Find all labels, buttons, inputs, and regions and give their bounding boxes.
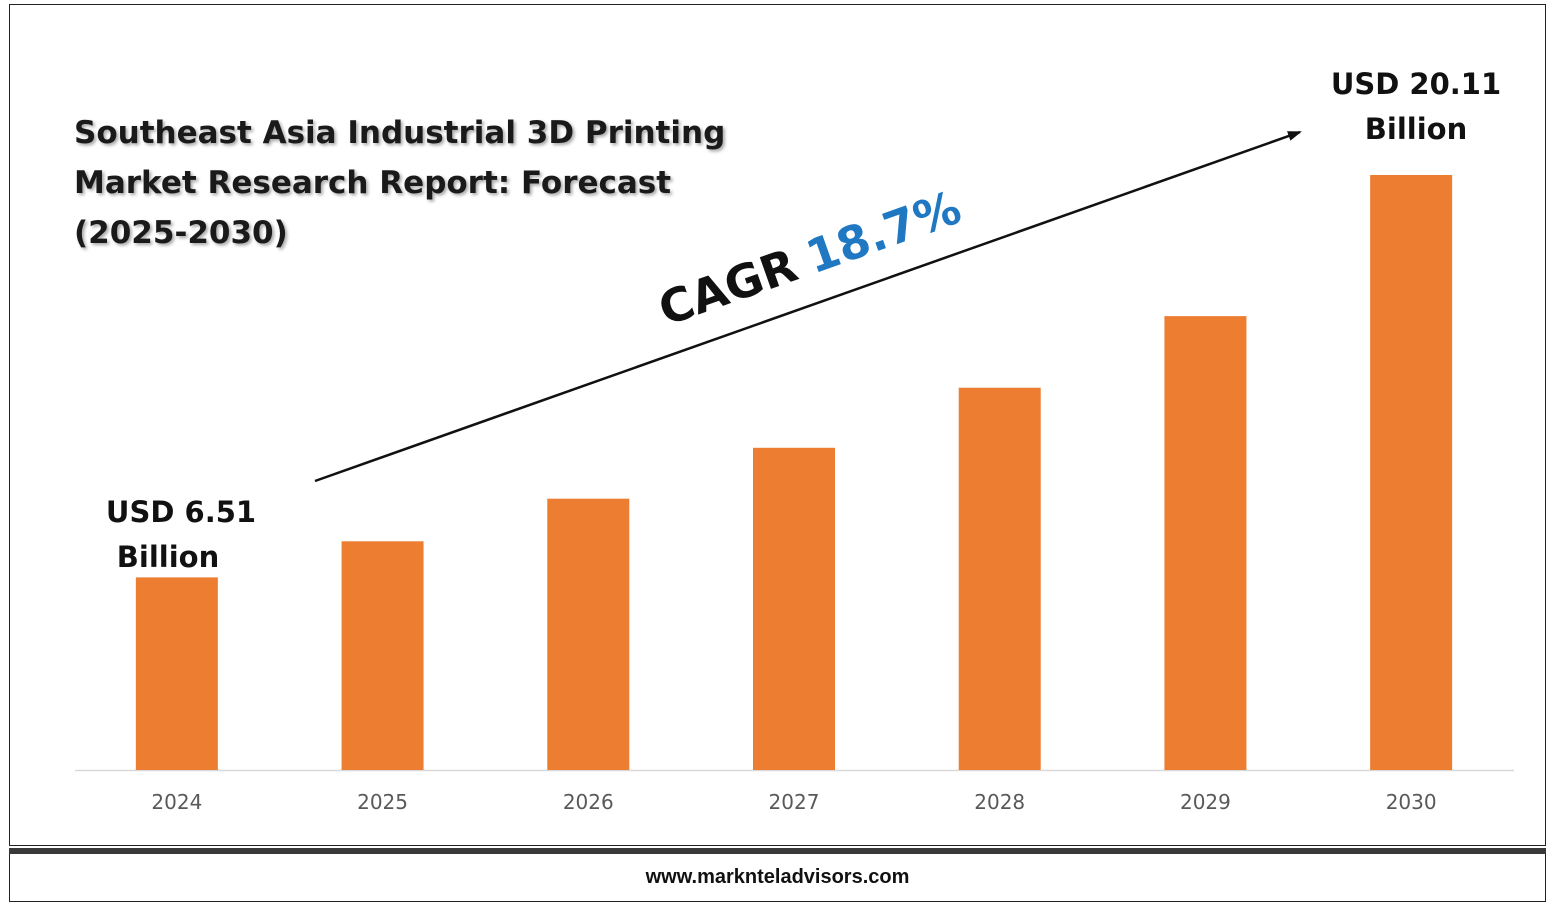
bar-2026 <box>547 498 630 770</box>
bar-2025 <box>341 541 424 770</box>
bar-2029 <box>1164 316 1247 770</box>
footer-url: www.marknteladvisors.com <box>645 866 910 888</box>
start-value-unit: Billion <box>117 540 219 574</box>
x-tick-label-2026: 2026 <box>563 790 614 814</box>
bar-2024 <box>135 577 218 770</box>
bar-2030 <box>1370 175 1453 770</box>
svg-text:CAGR18.7%: CAGR18.7% <box>652 180 968 336</box>
start-value-amount: USD 6.51 <box>106 495 256 529</box>
footer-divider <box>9 848 1546 854</box>
cagr-label: CAGR18.7% <box>652 180 968 336</box>
x-tick-label-2028: 2028 <box>974 790 1025 814</box>
footer: www.marknteladvisors.com <box>9 854 1546 902</box>
cagr-prefix: CAGR <box>652 238 804 336</box>
end-value-unit: Billion <box>1365 112 1467 146</box>
start-value-label: USD 6.51 Billion <box>106 495 256 574</box>
cagr-value: 18.7% <box>799 180 967 284</box>
cagr-trend-arrow <box>314 130 1302 483</box>
bar-2028 <box>958 387 1041 770</box>
x-tick-label-2024: 2024 <box>151 790 202 814</box>
x-tick-label-2029: 2029 <box>1180 790 1231 814</box>
end-value-label: USD 20.11 Billion <box>1331 67 1501 146</box>
end-value-amount: USD 20.11 <box>1331 67 1501 101</box>
chart-title: Southeast Asia Industrial 3D Printing Ma… <box>74 115 726 251</box>
bar-2027 <box>753 447 835 770</box>
x-tick-label-2025: 2025 <box>357 790 408 814</box>
x-tick-label-2027: 2027 <box>769 790 820 814</box>
x-tick-label-2030: 2030 <box>1386 790 1437 814</box>
